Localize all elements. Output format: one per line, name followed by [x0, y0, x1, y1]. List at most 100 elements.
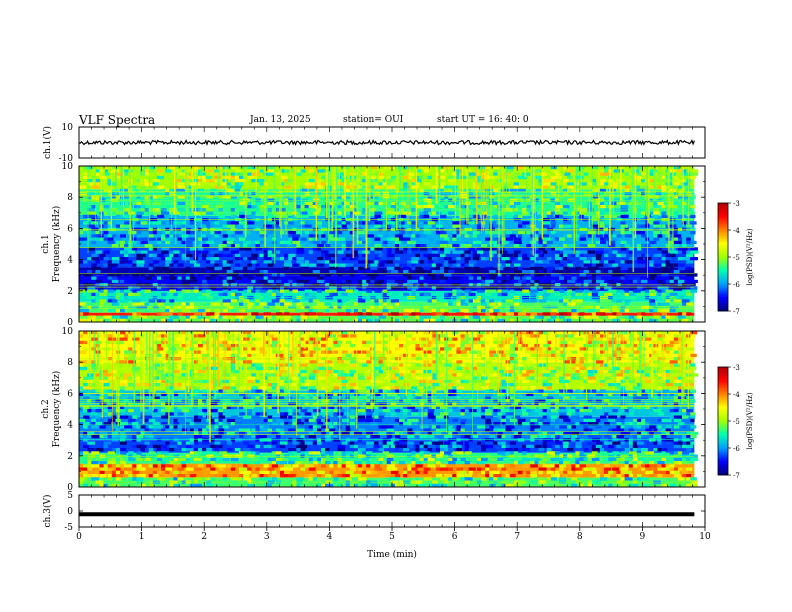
spectrum-cell [571, 224, 580, 228]
spectrum-cell [554, 179, 561, 183]
spectrum-cell [222, 247, 229, 251]
spectrum-cell [641, 279, 648, 284]
spectrum-cell [152, 318, 160, 323]
spectrum-cell [189, 263, 197, 267]
spectrum-cell [448, 292, 455, 297]
spectrum-cell [222, 263, 231, 267]
spectrum-cell [271, 344, 278, 348]
spectrum-cell [604, 292, 610, 297]
spectrum-cell [316, 263, 325, 267]
spectrum-cell [169, 250, 177, 254]
spectrum-cell [690, 363, 696, 367]
spectrum-cell [616, 279, 624, 284]
spectrum-cell [386, 182, 394, 186]
spectrum-cell [686, 188, 693, 193]
spectrum-cell [115, 234, 121, 238]
spectrum-cell [366, 376, 372, 380]
spectrum-cell [124, 270, 132, 274]
spectrum-cell [198, 247, 204, 251]
spectrum-cell [456, 231, 462, 235]
spectrum-cell [390, 211, 395, 215]
spectrum-cell [456, 292, 462, 297]
spectrum-cell [546, 188, 555, 193]
spectrum-cell [628, 250, 634, 254]
spectrum-cell [563, 279, 572, 284]
spectrum-cell [682, 175, 691, 180]
spectrum-cell [87, 175, 95, 180]
spectrum-cell [595, 318, 603, 323]
spectrum-cell [255, 353, 263, 358]
impulse-streak [668, 166, 670, 253]
spectrum-cell [234, 315, 240, 319]
spectrum-cell [226, 185, 232, 189]
spectrum-cell [624, 315, 633, 319]
spectrum-cell [690, 175, 697, 180]
spectrum-cell [308, 205, 315, 209]
spectrum-cell [169, 299, 175, 303]
spectrum-cell [263, 253, 268, 258]
spectrum-cell [132, 188, 138, 193]
spectrum-cell [431, 353, 439, 358]
spectrum-cell [99, 214, 105, 219]
impulse-streak [634, 166, 637, 239]
spectrum-cell [103, 383, 110, 387]
spectrum-cell [136, 340, 143, 345]
spectrum-cell [522, 309, 530, 313]
spectrum-cell [464, 340, 473, 345]
spectrum-cell [247, 257, 252, 261]
spectrum-cell [366, 273, 374, 277]
spectrum-cell [550, 169, 558, 173]
spectrum-cell [358, 221, 365, 225]
spectrum-cell [337, 188, 344, 193]
spectrum-cell [427, 221, 435, 225]
spectrum-cell [345, 188, 354, 193]
spectrum-cell [497, 366, 503, 371]
spectrum-cell [280, 370, 287, 374]
spectrum-cell [600, 305, 605, 310]
spectrum-cell [526, 237, 533, 241]
spectrum-cell [476, 289, 485, 293]
spectrum-cell [390, 379, 397, 384]
spectrum-cell [218, 363, 223, 367]
spectrum-cell [505, 234, 513, 238]
spectrum-cell [431, 331, 437, 335]
spectrum-cell [214, 175, 221, 180]
spectrum-cell [419, 309, 428, 313]
impulse-streak [396, 166, 398, 198]
spectrum-cell [620, 247, 627, 251]
spectrum-cell [230, 266, 238, 271]
spectrum-cell [620, 231, 627, 235]
spectrum-cell [255, 337, 262, 341]
spectrum-cell [353, 373, 361, 377]
spectrum-cell [612, 179, 617, 183]
spectrum-cell [386, 221, 395, 225]
spectrum-cell [394, 169, 401, 173]
spectrum-cell [419, 166, 428, 170]
spectrum-cell [177, 312, 183, 316]
spectrum-cell [403, 312, 409, 316]
spectrum-cell [476, 318, 484, 323]
spectrum-cell [358, 270, 364, 274]
spectrum-cell [370, 266, 378, 271]
spectrum-cell [128, 201, 135, 206]
spectrum-cell [280, 315, 285, 319]
spectrum-cell [140, 188, 145, 193]
spectrum-cell [559, 353, 565, 358]
spectrum-cell [427, 273, 433, 277]
spectrum-cell [325, 331, 333, 335]
spectrum-cell [485, 334, 493, 338]
spectrum-cell [296, 315, 302, 319]
spectrum-cell [624, 244, 630, 248]
spectrum-cell [165, 270, 172, 274]
spectrum-cell [407, 240, 416, 245]
spectrum-cell [657, 253, 662, 258]
spectrum-cell [567, 286, 573, 290]
spectrum-cell [522, 344, 528, 348]
spectrum-cell [407, 331, 415, 335]
spectrum-cell [632, 240, 639, 245]
spectrum-cell [308, 244, 317, 248]
impulse-streak [618, 166, 619, 193]
spectrum-cell [292, 237, 299, 241]
spectrum-cell [559, 270, 565, 274]
spectrum-cell [431, 334, 439, 338]
